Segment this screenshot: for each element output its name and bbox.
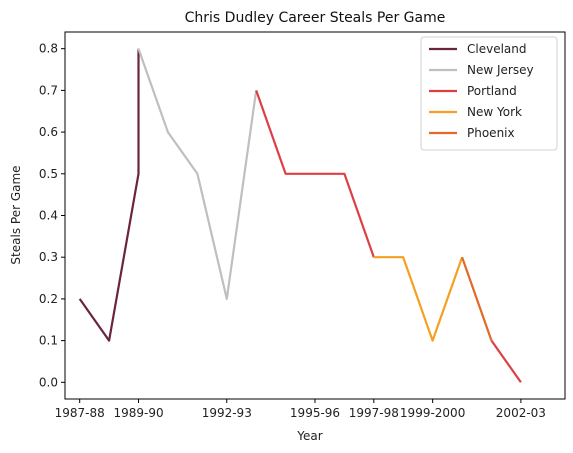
legend-label: Phoenix	[467, 126, 515, 140]
y-tick-label: 0.7	[39, 83, 58, 97]
y-tick-label: 0.6	[39, 125, 58, 139]
y-tick-label: 0.4	[39, 209, 58, 223]
x-tick-label: 1995-96	[290, 406, 340, 420]
y-axis: 0.0 0.1 0.2 0.3 0.4 0.5 0.6 0.7 0.8	[39, 42, 65, 389]
x-tick-label: 1989-90	[113, 406, 163, 420]
x-axis: 1987-88 1989-90 1992-93 1995-96 1997-98 1999-…	[55, 399, 546, 420]
series-line-portland	[255, 90, 375, 258]
x-tick-label: 1997-98	[349, 406, 399, 420]
x-tick-label: 1999-2000	[400, 406, 465, 420]
y-tick-label: 0.5	[39, 167, 58, 181]
legend-label: Portland	[467, 84, 517, 98]
legend-box	[420, 36, 558, 151]
series-line-cleveland	[78, 48, 140, 342]
x-tick-label: 1992-93	[202, 406, 252, 420]
series-line-new-jersey	[137, 48, 258, 300]
series-line-new-york	[373, 256, 464, 342]
x-axis-title: Year	[296, 429, 322, 443]
x-tick-label: 1987-88	[55, 406, 105, 420]
y-tick-label: 0.0	[39, 375, 58, 389]
legend-label: New York	[467, 105, 522, 119]
plot-area	[78, 48, 522, 383]
y-tick-label: 0.1	[39, 334, 58, 348]
x-tick-label: 2002-03	[496, 406, 546, 420]
legend: Cleveland New Jersey Portland New York Phoen…	[420, 36, 558, 151]
y-tick-label: 0.2	[39, 292, 58, 306]
series-line-phoenix	[461, 256, 493, 341]
y-tick-label: 0.8	[39, 42, 58, 56]
y-tick-label: 0.3	[39, 250, 58, 264]
series-line-segment-5	[490, 339, 522, 383]
legend-label: New Jersey	[467, 63, 534, 77]
chart-title: Chris Dudley Career Steals Per Game	[185, 10, 446, 26]
y-axis-title: Steals Per Game	[9, 165, 23, 264]
legend-label: Cleveland	[467, 42, 527, 56]
